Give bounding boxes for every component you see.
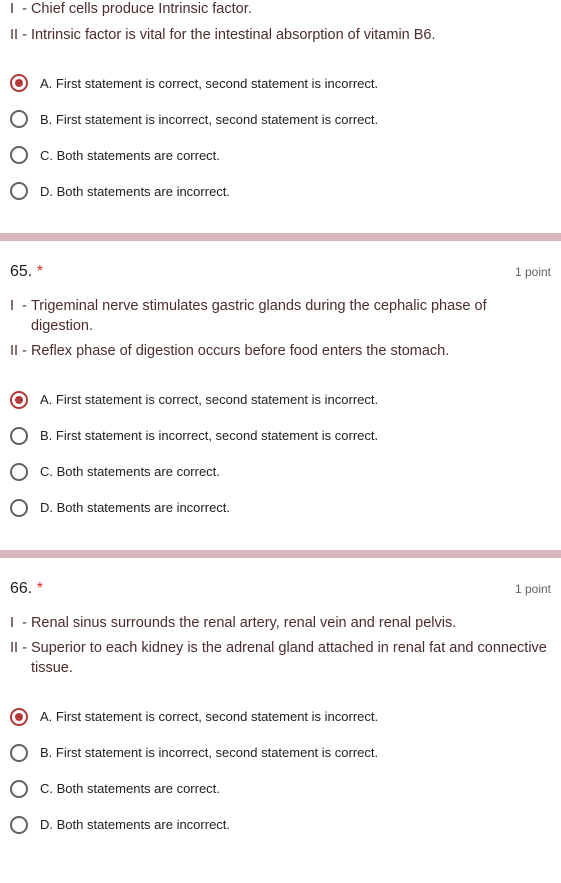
option-label: D. Both statements are incorrect. <box>40 817 230 832</box>
option-c[interactable]: C. Both statements are correct. <box>10 454 551 490</box>
statements-block: I - Chief cells produce Intrinsic factor… <box>0 0 561 59</box>
option-label: A. First statement is correct, second st… <box>40 76 378 91</box>
option-d[interactable]: D. Both statements are incorrect. <box>10 807 551 843</box>
required-asterisk: * <box>37 580 43 597</box>
question-header: 65. * 1 point <box>0 241 561 281</box>
statement-text: Superior to each kidney is the adrenal g… <box>31 639 551 678</box>
statement-text: Renal sinus surrounds the renal artery, … <box>31 614 551 634</box>
option-b[interactable]: B. First statement is incorrect, second … <box>10 735 551 771</box>
statement-i: I - Trigeminal nerve stimulates gastric … <box>10 297 551 336</box>
statement-text: Intrinsic factor is vital for the intest… <box>31 26 551 46</box>
card-divider <box>0 550 561 558</box>
statement-i: I - Chief cells produce Intrinsic factor… <box>10 0 551 20</box>
question-card: 66. * 1 point I - Renal sinus surrounds … <box>0 558 561 849</box>
statement-label: II - <box>10 342 31 362</box>
statement-label: I - <box>10 614 31 634</box>
option-label: D. Both statements are incorrect. <box>40 184 230 199</box>
option-a[interactable]: A. First statement is correct, second st… <box>10 382 551 418</box>
radio-icon <box>10 463 28 481</box>
radio-icon <box>10 146 28 164</box>
options-group: A. First statement is correct, second st… <box>0 376 561 532</box>
question-card: 65. * 1 point I - Trigeminal nerve stimu… <box>0 241 561 532</box>
statement-text: Trigeminal nerve stimulates gastric glan… <box>31 297 551 336</box>
required-asterisk: * <box>37 263 43 280</box>
points-label: 1 point <box>515 265 551 279</box>
option-label: C. Both statements are correct. <box>40 464 220 479</box>
option-label: A. First statement is correct, second st… <box>40 709 378 724</box>
options-group: A. First statement is correct, second st… <box>0 693 561 849</box>
radio-icon <box>10 182 28 200</box>
statement-i: I - Renal sinus surrounds the renal arte… <box>10 614 551 634</box>
statement-ii: II - Superior to each kidney is the adre… <box>10 639 551 678</box>
option-label: A. First statement is correct, second st… <box>40 392 378 407</box>
statement-label: II - <box>10 639 31 678</box>
statement-label: I - <box>10 0 31 20</box>
radio-icon <box>10 391 28 409</box>
option-a[interactable]: A. First statement is correct, second st… <box>10 65 551 101</box>
option-label: B. First statement is incorrect, second … <box>40 428 378 443</box>
statement-label: I - <box>10 297 31 336</box>
statement-ii: II - Intrinsic factor is vital for the i… <box>10 26 551 46</box>
statement-text: Reflex phase of digestion occurs before … <box>31 342 551 362</box>
option-label: C. Both statements are correct. <box>40 781 220 796</box>
radio-icon <box>10 708 28 726</box>
points-label: 1 point <box>515 582 551 596</box>
option-b[interactable]: B. First statement is incorrect, second … <box>10 101 551 137</box>
option-c[interactable]: C. Both statements are correct. <box>10 771 551 807</box>
radio-icon <box>10 74 28 92</box>
radio-icon <box>10 816 28 834</box>
statement-label: II - <box>10 26 31 46</box>
statement-ii: II - Reflex phase of digestion occurs be… <box>10 342 551 362</box>
option-label: C. Both statements are correct. <box>40 148 220 163</box>
card-divider <box>0 233 561 241</box>
question-header: 66. * 1 point <box>0 558 561 598</box>
question-number: 66. * <box>10 580 43 598</box>
option-d[interactable]: D. Both statements are incorrect. <box>10 490 551 526</box>
radio-icon <box>10 744 28 762</box>
radio-icon <box>10 499 28 517</box>
question-card: I - Chief cells produce Intrinsic factor… <box>0 0 561 215</box>
option-label: B. First statement is incorrect, second … <box>40 745 378 760</box>
option-label: D. Both statements are incorrect. <box>40 500 230 515</box>
option-c[interactable]: C. Both statements are correct. <box>10 137 551 173</box>
radio-icon <box>10 780 28 798</box>
statements-block: I - Trigeminal nerve stimulates gastric … <box>0 281 561 376</box>
options-group: A. First statement is correct, second st… <box>0 59 561 215</box>
radio-icon <box>10 427 28 445</box>
option-d[interactable]: D. Both statements are incorrect. <box>10 173 551 209</box>
option-b[interactable]: B. First statement is incorrect, second … <box>10 418 551 454</box>
statement-text: Chief cells produce Intrinsic factor. <box>31 0 551 20</box>
radio-icon <box>10 110 28 128</box>
question-number: 65. * <box>10 263 43 281</box>
option-a[interactable]: A. First statement is correct, second st… <box>10 699 551 735</box>
statements-block: I - Renal sinus surrounds the renal arte… <box>0 598 561 693</box>
option-label: B. First statement is incorrect, second … <box>40 112 378 127</box>
